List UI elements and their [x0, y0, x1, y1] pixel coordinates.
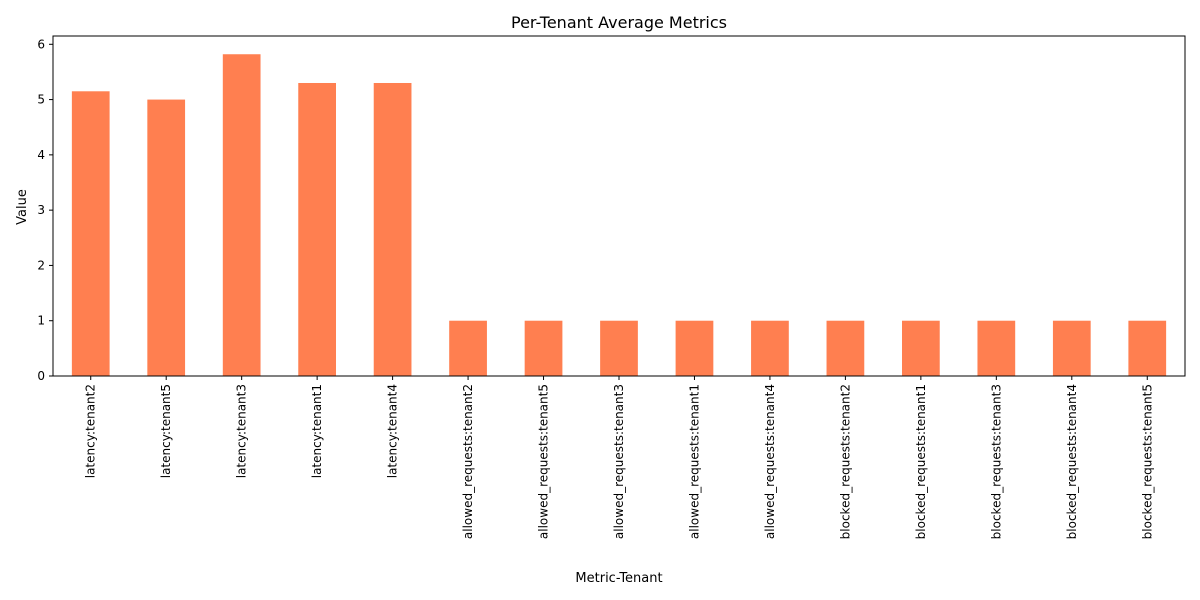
y-tick-label: 2 [37, 258, 45, 272]
y-tick-label: 5 [37, 93, 45, 107]
x-tick-label: blocked_requests:tenant5 [1140, 384, 1154, 539]
y-tick-label: 4 [37, 148, 45, 162]
x-tick-label: allowed_requests:tenant1 [687, 384, 701, 539]
x-tick-label: allowed_requests:tenant4 [763, 384, 777, 539]
x-tick-label: blocked_requests:tenant3 [989, 384, 1003, 539]
x-tick-label: latency:tenant1 [310, 384, 324, 478]
x-tick-label: latency:tenant4 [386, 384, 400, 478]
bar [298, 82, 336, 376]
y-axis: 0 1 2 3 4 5 6 [37, 37, 53, 383]
bar [751, 320, 789, 376]
bar [1052, 320, 1091, 376]
x-tick-label: blocked_requests:tenant2 [838, 384, 852, 539]
plot-frame [52, 35, 1186, 377]
bar [222, 54, 261, 377]
bar [826, 320, 865, 376]
bar [977, 320, 1016, 376]
x-tick-label: allowed_requests:tenant3 [612, 384, 626, 539]
bar [373, 82, 412, 376]
x-axis-label: Metric-Tenant [575, 571, 662, 586]
bar [71, 91, 110, 377]
x-tick-label: allowed_requests:tenant2 [461, 384, 475, 539]
y-tick-label: 3 [37, 203, 45, 217]
chart-title: Per-Tenant Average Metrics [511, 13, 727, 32]
bar [524, 320, 563, 376]
x-tick-label: allowed_requests:tenant5 [537, 384, 551, 539]
bar [449, 320, 487, 376]
bar [675, 320, 714, 376]
x-tick-label: blocked_requests:tenant1 [914, 384, 928, 539]
y-tick-label: 6 [37, 37, 45, 51]
y-axis-label: Value [15, 189, 30, 225]
bar [600, 320, 638, 376]
x-tick-label: latency:tenant5 [159, 384, 173, 478]
bar [147, 99, 186, 376]
x-tick-label: blocked_requests:tenant4 [1065, 384, 1079, 539]
x-tick-label: latency:tenant2 [84, 384, 98, 478]
bar [1128, 320, 1167, 376]
bar [902, 320, 940, 376]
y-tick-label: 1 [37, 314, 45, 328]
bars-group [71, 54, 1167, 377]
y-tick-label: 0 [37, 369, 45, 383]
x-axis: latency:tenant2 latency:tenant5 latency:te… [84, 376, 1154, 539]
x-tick-label: latency:tenant3 [235, 384, 249, 478]
